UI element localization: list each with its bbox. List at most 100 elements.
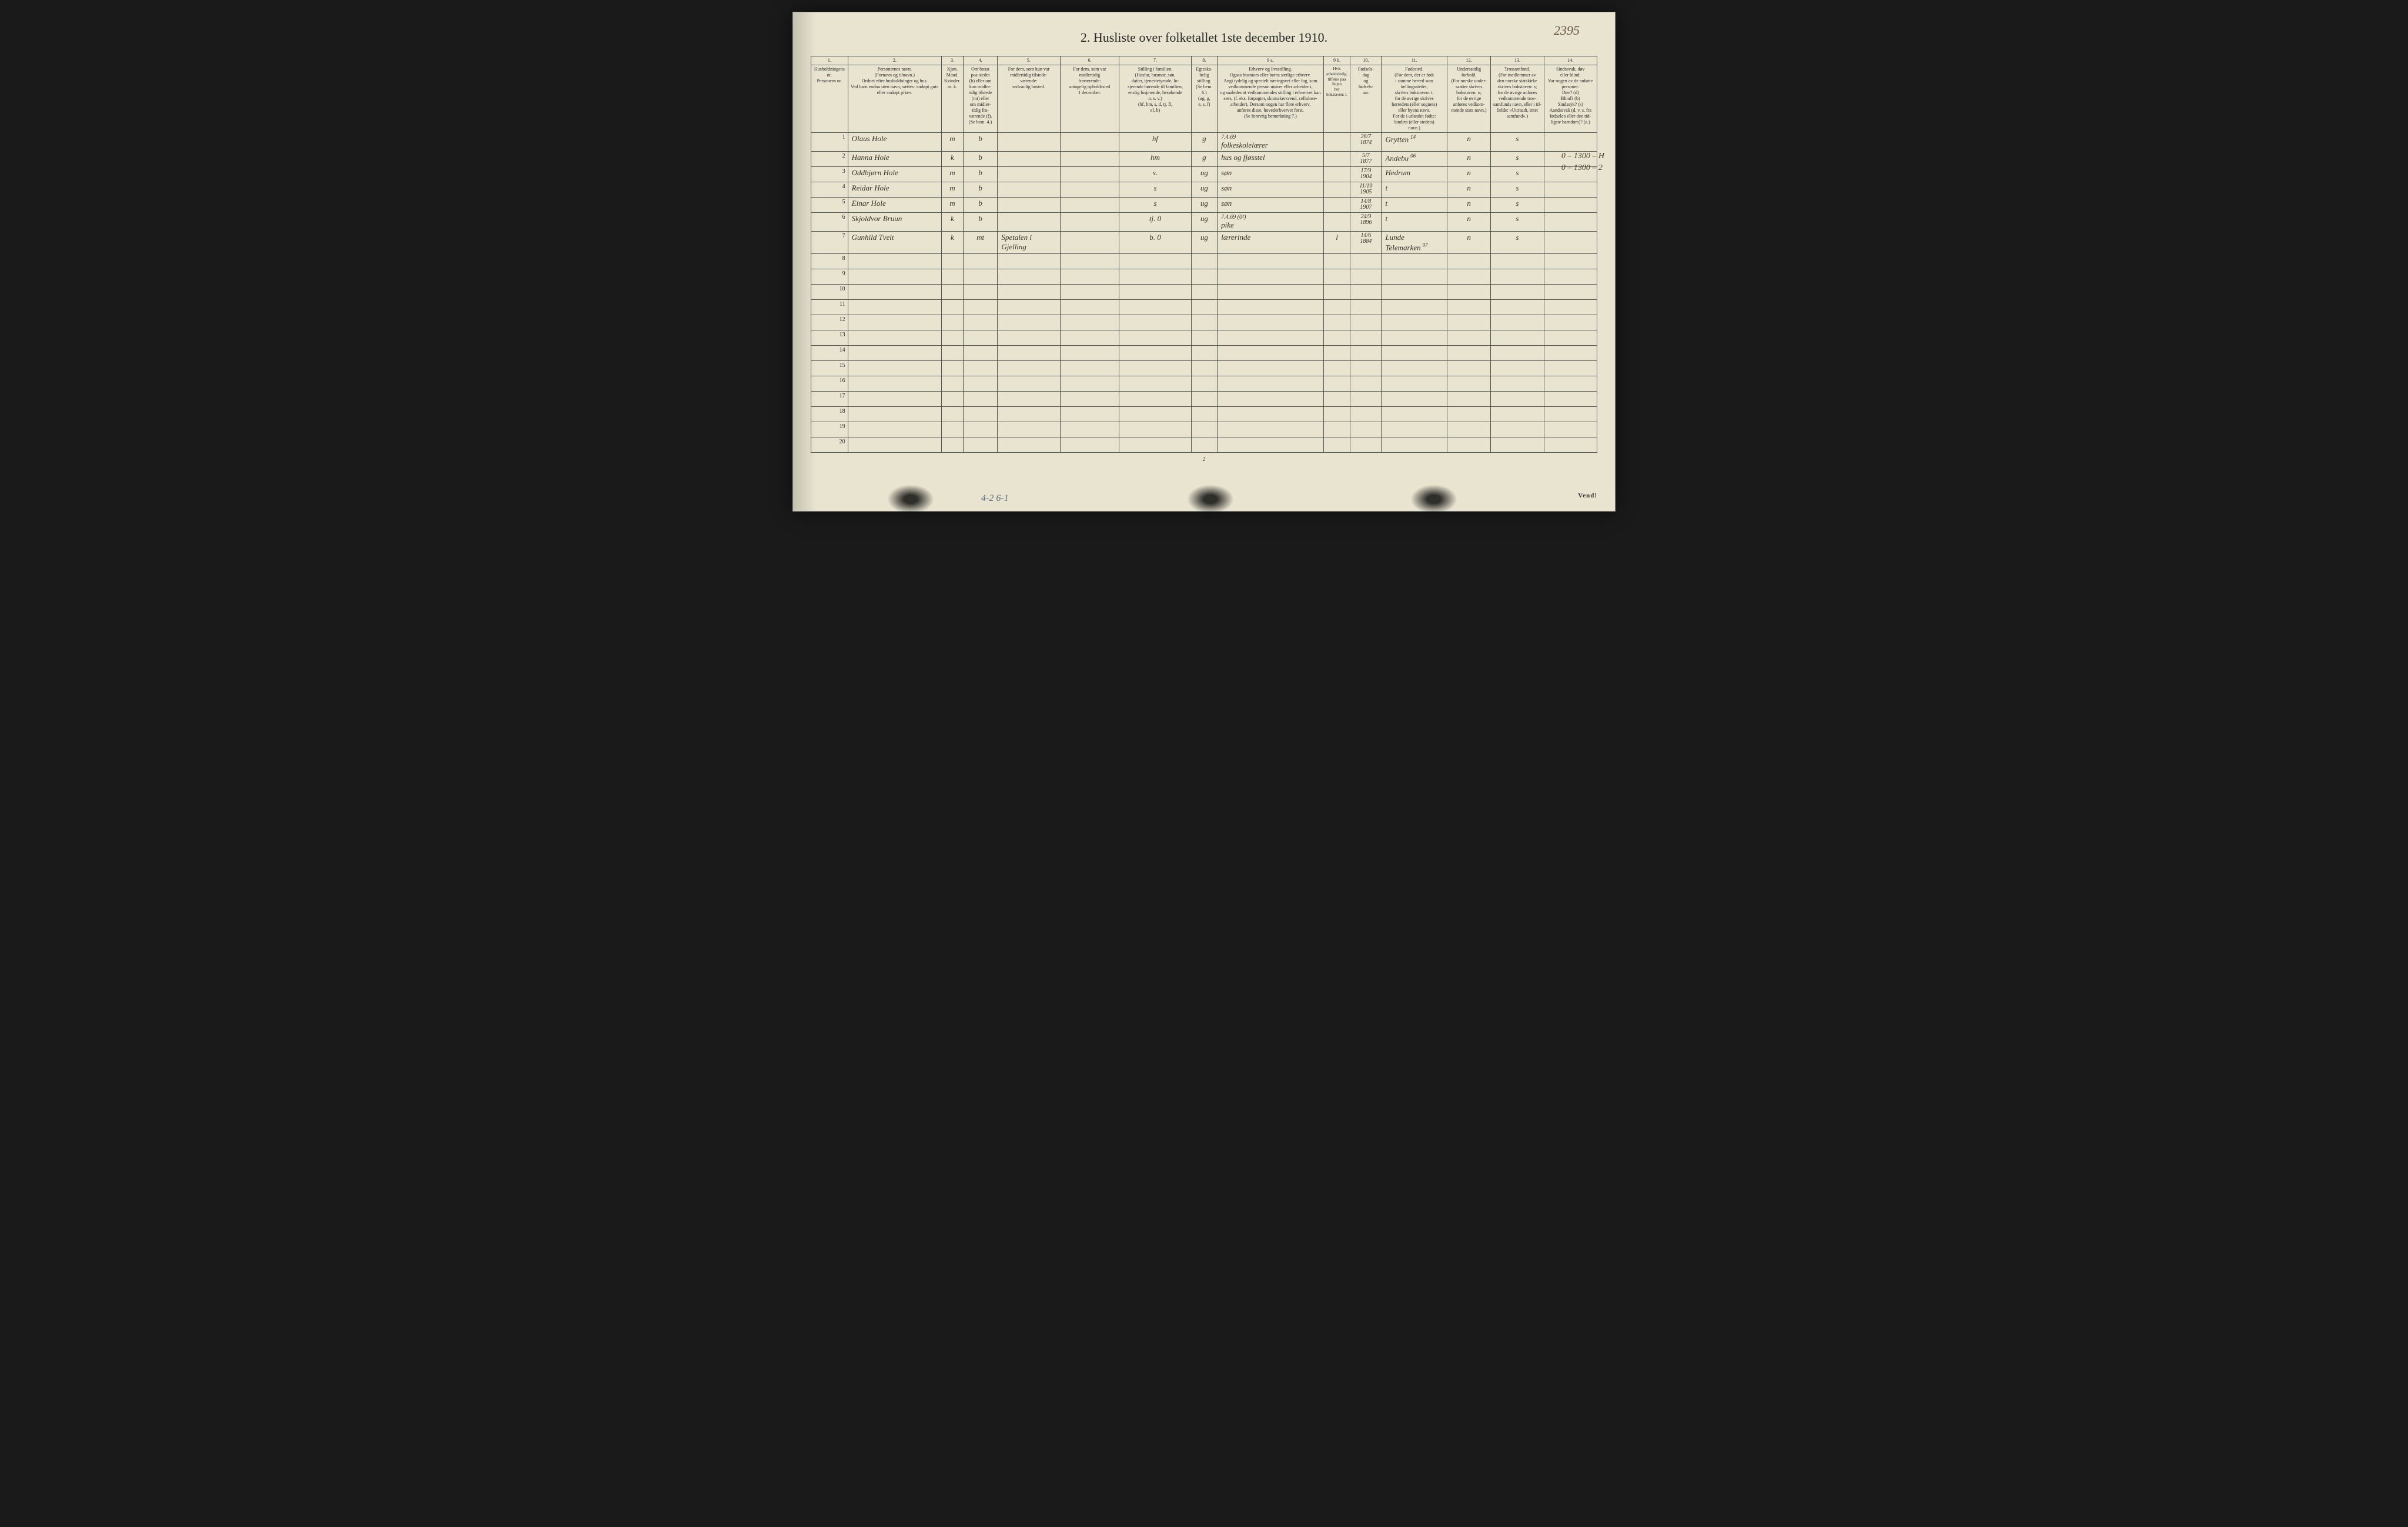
cell-birthplace [1382,300,1447,315]
cell-nationality: n [1447,198,1490,213]
cell-occupation [1218,392,1324,407]
row-number: 13 [811,330,848,346]
cell-family-pos: s [1119,182,1191,198]
cell-birthdate [1350,346,1382,361]
row-number: 20 [811,437,848,453]
cell-nationality [1447,269,1490,285]
cell-nationality [1447,254,1490,269]
cell-residence: b [963,133,997,152]
cell-nationality [1447,437,1490,453]
cell-family-pos [1119,269,1191,285]
cell-birthdate [1350,315,1382,330]
cell-birthplace [1382,330,1447,346]
col-header-temp-absent: For dem, som var midlertidig fraværende:… [1060,65,1119,133]
cell-nationality [1447,300,1490,315]
cell-birthdate: 24/9 1896 [1350,213,1382,232]
cell-occupation [1218,315,1324,330]
cell-family-pos [1119,330,1191,346]
cell-residence: b [963,198,997,213]
row-number: 14 [811,346,848,361]
cell-religion: s [1491,213,1544,232]
cell-unemployed [1323,285,1350,300]
cell-sex [941,422,963,437]
col-num: 8. [1191,56,1218,65]
cell-birthdate [1350,422,1382,437]
cell-birthplace: t [1382,182,1447,198]
cell-disability [1544,269,1597,285]
cell-away-place [1060,330,1119,346]
cell-unemployed [1323,346,1350,361]
cell-usual-home [998,407,1060,422]
cell-disability [1544,232,1597,254]
cell-unemployed [1323,213,1350,232]
cell-sex: m [941,198,963,213]
cell-birthplace [1382,376,1447,392]
cell-unemployed [1323,422,1350,437]
cell-religion: s [1491,133,1544,152]
cell-usual-home [998,167,1060,182]
cell-family-pos [1119,437,1191,453]
cell-name [848,269,941,285]
cell-religion [1491,346,1544,361]
cell-family-pos [1119,376,1191,392]
cell-family-pos [1119,300,1191,315]
cell-usual-home [998,346,1060,361]
col-header-disability: Sindssvak, døv eller blind. Var nogen av… [1544,65,1597,133]
cell-disability [1544,437,1597,453]
cell-occupation [1218,300,1324,315]
table-row: 19 [811,422,1597,437]
cell-religion: s [1491,232,1544,254]
col-num: 3. [941,56,963,65]
cell-disability [1544,376,1597,392]
cell-nationality [1447,392,1490,407]
cell-disability [1544,407,1597,422]
cell-occupation: søn [1218,198,1324,213]
cell-name [848,346,941,361]
cell-birthplace [1382,346,1447,361]
cell-away-place [1060,133,1119,152]
cell-sex [941,346,963,361]
col-num: 14. [1544,56,1597,65]
cell-name: Oddbjørn Hole [848,167,941,182]
cell-unemployed [1323,254,1350,269]
table-body: 1Olaus Holembhfg7.4.69folkeskolelærer26/… [811,133,1597,453]
col-num: 9 a. [1218,56,1324,65]
cell-residence [963,315,997,330]
col-header-family-pos: Stilling i familien. (Husfar, husmor, sø… [1119,65,1191,133]
cell-nationality [1447,407,1490,422]
cell-usual-home [998,392,1060,407]
cell-disability [1544,315,1597,330]
col-header-unemployed: Hvis arbeidsledig, tilføies paa linjen h… [1323,65,1350,133]
cell-nationality [1447,330,1490,346]
cell-away-place [1060,407,1119,422]
cell-unemployed [1323,437,1350,453]
cell-name: Einar Hole [848,198,941,213]
cell-marital [1191,407,1218,422]
cell-disability [1544,285,1597,300]
cell-name [848,254,941,269]
cell-religion [1491,422,1544,437]
cell-family-pos [1119,254,1191,269]
cell-usual-home [998,300,1060,315]
cell-birthplace: Grytten14 [1382,133,1447,152]
cell-residence [963,346,997,361]
cell-usual-home [998,437,1060,453]
cell-sex [941,330,963,346]
cell-away-place [1060,376,1119,392]
cell-sex [941,376,963,392]
cell-family-pos: hm [1119,152,1191,167]
cell-birthdate: 17/9 1904 [1350,167,1382,182]
cell-sex: m [941,167,963,182]
cell-usual-home [998,213,1060,232]
cell-unemployed [1323,167,1350,182]
cell-name: Reidar Hole [848,182,941,198]
cell-occupation: søn [1218,167,1324,182]
cell-disability [1544,254,1597,269]
cell-family-pos [1119,315,1191,330]
cell-disability [1544,198,1597,213]
cell-nationality: n [1447,213,1490,232]
cell-marital: g [1191,152,1218,167]
cell-disability [1544,361,1597,376]
cell-occupation: søn [1218,182,1324,198]
cell-nationality [1447,346,1490,361]
